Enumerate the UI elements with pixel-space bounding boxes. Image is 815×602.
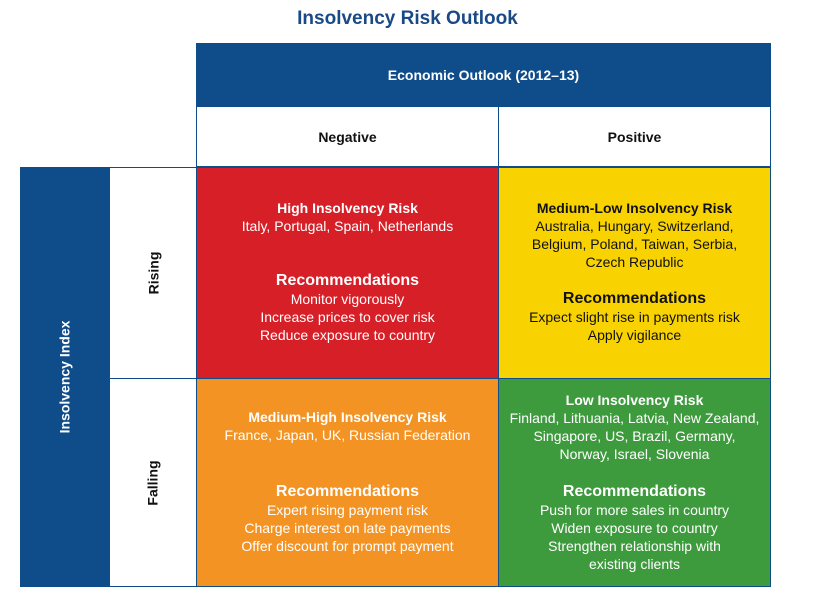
economic-outlook-label: Economic Outlook (2012–13) bbox=[387, 66, 580, 83]
negative-label: Negative bbox=[318, 128, 377, 145]
rising-label: Rising bbox=[145, 251, 161, 295]
cell-high-insolvency-risk: High Insolvency Risk Italy, Portugal, Sp… bbox=[196, 167, 499, 379]
cell-low-insolvency-risk: Low Insolvency Risk Finland, Lithuania, … bbox=[498, 378, 771, 587]
recommendation: Charge interest on late payments bbox=[244, 520, 451, 536]
column-header-positive: Positive bbox=[498, 106, 771, 167]
insolvency-index-label: Insolvency Index bbox=[56, 320, 73, 434]
recommendation: Expert rising payment risk bbox=[266, 502, 429, 518]
risk-title: Medium-Low Insolvency Risk bbox=[536, 200, 733, 216]
recommendation: Strengthen relationship with bbox=[548, 538, 721, 554]
country-line: Czech Republic bbox=[585, 254, 684, 270]
row-header-rising: Rising bbox=[109, 167, 197, 379]
insolvency-index-bar: Insolvency Index bbox=[20, 167, 109, 587]
country-line: Finland, Lithuania, Latvia, New Zealand, bbox=[509, 410, 760, 426]
recommendation: Monitor vigorously bbox=[290, 291, 405, 307]
country-line: Singapore, US, Brazil, Germany, bbox=[533, 428, 736, 444]
recommendation: Apply vigilance bbox=[587, 327, 682, 343]
chart-title: Insolvency Risk Outlook bbox=[297, 8, 518, 29]
risk-title: Medium-High Insolvency Risk bbox=[248, 409, 447, 425]
country-line: Australia, Hungary, Switzerland, bbox=[535, 218, 734, 234]
column-header-negative: Negative bbox=[196, 106, 499, 167]
country-line: Norway, Israel, Slovenia bbox=[559, 446, 710, 462]
row-header-falling: Falling bbox=[109, 378, 197, 587]
country-line: Italy, Portugal, Spain, Netherlands bbox=[241, 218, 454, 234]
recommendations-title: Recommendations bbox=[562, 483, 707, 500]
risk-title: Low Insolvency Risk bbox=[565, 392, 704, 408]
country-line: Belgium, Poland, Taiwan, Serbia, bbox=[531, 236, 738, 252]
cell-medium-low-insolvency-risk: Medium-Low Insolvency Risk Australia, Hu… bbox=[498, 167, 771, 379]
recommendation: Offer discount for prompt payment bbox=[241, 538, 454, 554]
positive-label: Positive bbox=[607, 128, 662, 145]
recommendation: existing clients bbox=[588, 556, 681, 572]
recommendations-title: Recommendations bbox=[275, 272, 420, 289]
recommendations-title: Recommendations bbox=[275, 483, 420, 500]
recommendation: Push for more sales in country bbox=[539, 502, 730, 518]
cell-medium-high-insolvency-risk: Medium-High Insolvency Risk France, Japa… bbox=[196, 378, 499, 587]
recommendation: Widen exposure to country bbox=[551, 520, 718, 536]
economic-outlook-header: Economic Outlook (2012–13) bbox=[196, 43, 771, 106]
recommendations-title: Recommendations bbox=[562, 290, 707, 307]
country-line: France, Japan, UK, Russian Federation bbox=[224, 427, 471, 443]
falling-label: Falling bbox=[145, 459, 161, 506]
recommendation: Reduce exposure to country bbox=[259, 327, 436, 343]
risk-title: High Insolvency Risk bbox=[277, 200, 418, 216]
recommendation: Increase prices to cover risk bbox=[260, 309, 435, 325]
recommendation: Expect slight rise in payments risk bbox=[529, 309, 740, 325]
